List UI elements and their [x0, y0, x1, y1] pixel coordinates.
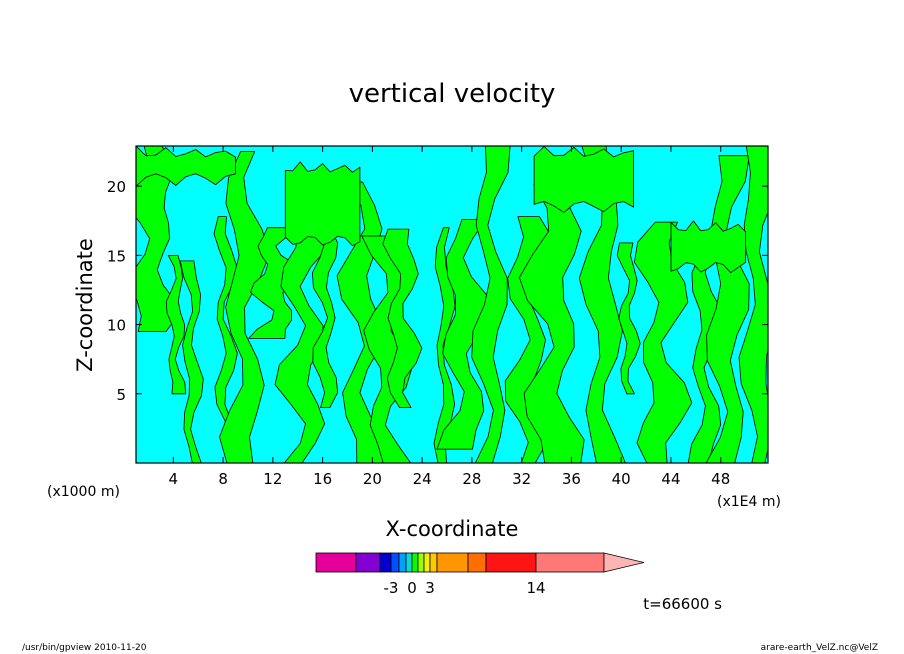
- x-tick-label-7: 32: [512, 470, 531, 488]
- footer-left: /usr/bin/gpview 2010-11-20: [22, 643, 147, 653]
- positive-band-0: [136, 146, 236, 187]
- x-tick-label-1: 8: [218, 470, 228, 488]
- positive-region-18: [634, 221, 693, 463]
- x-tick-label-5: 24: [413, 470, 432, 488]
- y-tick-label-0: 5: [116, 386, 126, 404]
- colorbar-tick-label-1: 0: [407, 579, 417, 597]
- y-axis-label: Z-coordinate: [73, 238, 97, 372]
- colorbar-swatch-9: [429, 552, 438, 573]
- positive-region-4: [219, 151, 270, 463]
- colorbar-swatch-11: [467, 552, 487, 573]
- positive-region-10: [382, 228, 423, 408]
- colorbar-swatch-1: [355, 552, 381, 573]
- x-tick-label-11: 48: [711, 470, 730, 488]
- time-label: t=66600 s: [643, 595, 722, 613]
- positive-region-17: [616, 242, 641, 395]
- colorbar-swatch-0: [315, 552, 357, 573]
- contour-field: [136, 146, 768, 463]
- colorbar-arrow: [603, 552, 645, 573]
- colorbar-swatch-5: [405, 552, 413, 573]
- x-tick-label-9: 40: [612, 470, 631, 488]
- x-tick-label-10: 44: [661, 470, 680, 488]
- footer-right: arare-earth_VelZ.nc@VelZ: [761, 643, 878, 653]
- y-tick-label-2: 15: [107, 247, 126, 265]
- x-tick-label-8: 36: [562, 470, 581, 488]
- colorbar-swatch-12: [485, 552, 537, 573]
- x-unit-left: (x1000 m): [47, 484, 120, 500]
- colorbar-swatch-2: [379, 552, 392, 573]
- x-tick-label-3: 16: [313, 470, 332, 488]
- y-tick-label-3: 20: [107, 178, 126, 196]
- colorbar-tick-label-2: 3: [425, 579, 435, 597]
- positive-band-3: [670, 220, 746, 274]
- x-tick-label-2: 12: [263, 470, 282, 488]
- colorbar-swatch-8: [423, 552, 431, 573]
- positive-region-11: [433, 227, 456, 463]
- plot-frame: [135, 145, 769, 464]
- colorbar-swatch-6: [411, 552, 419, 573]
- x-axis-label: X-coordinate: [386, 517, 519, 541]
- x-tick-label-4: 20: [363, 470, 382, 488]
- colorbar-swatch-10: [436, 552, 469, 573]
- y-tick-label-1: 10: [107, 317, 126, 335]
- positive-region-3: [213, 216, 238, 422]
- x-tick-label-0: 4: [169, 470, 179, 488]
- y-ticks: 5 10 15 20: [107, 178, 768, 404]
- positive-region-1: [165, 255, 186, 395]
- colorbar-swatch-7: [417, 552, 425, 573]
- colorbar-ticks: -3 0 3 14: [384, 579, 546, 597]
- x-ticks: 4 8 12 16 20 24 28 32 36 40 44 48: [169, 146, 730, 488]
- colorbar-swatch-13: [535, 552, 605, 573]
- colorbar-swatch-4: [398, 552, 407, 573]
- colorbar-tick-label-3: 14: [526, 579, 545, 597]
- positive-region-21: [738, 146, 768, 463]
- positive-region-0: [136, 146, 178, 332]
- colorbar-tick-label-0: -3: [384, 579, 399, 597]
- colorbar: [315, 552, 645, 573]
- colorbar-swatch-3: [390, 552, 400, 573]
- x-unit-right: (x1E4 m): [717, 494, 781, 510]
- positive-band-2: [533, 146, 634, 213]
- positive-region-13: [471, 146, 511, 463]
- x-tick-label-6: 28: [462, 470, 481, 488]
- chart-title: vertical velocity: [349, 79, 556, 109]
- positive-region-2: [179, 260, 204, 463]
- positive-region-16: [578, 146, 626, 463]
- positive-band-1: [284, 161, 361, 247]
